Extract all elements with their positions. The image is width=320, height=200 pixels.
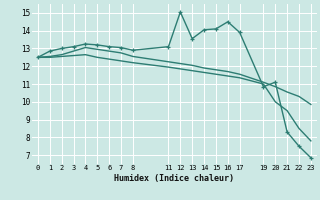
X-axis label: Humidex (Indice chaleur): Humidex (Indice chaleur) [115, 174, 234, 183]
